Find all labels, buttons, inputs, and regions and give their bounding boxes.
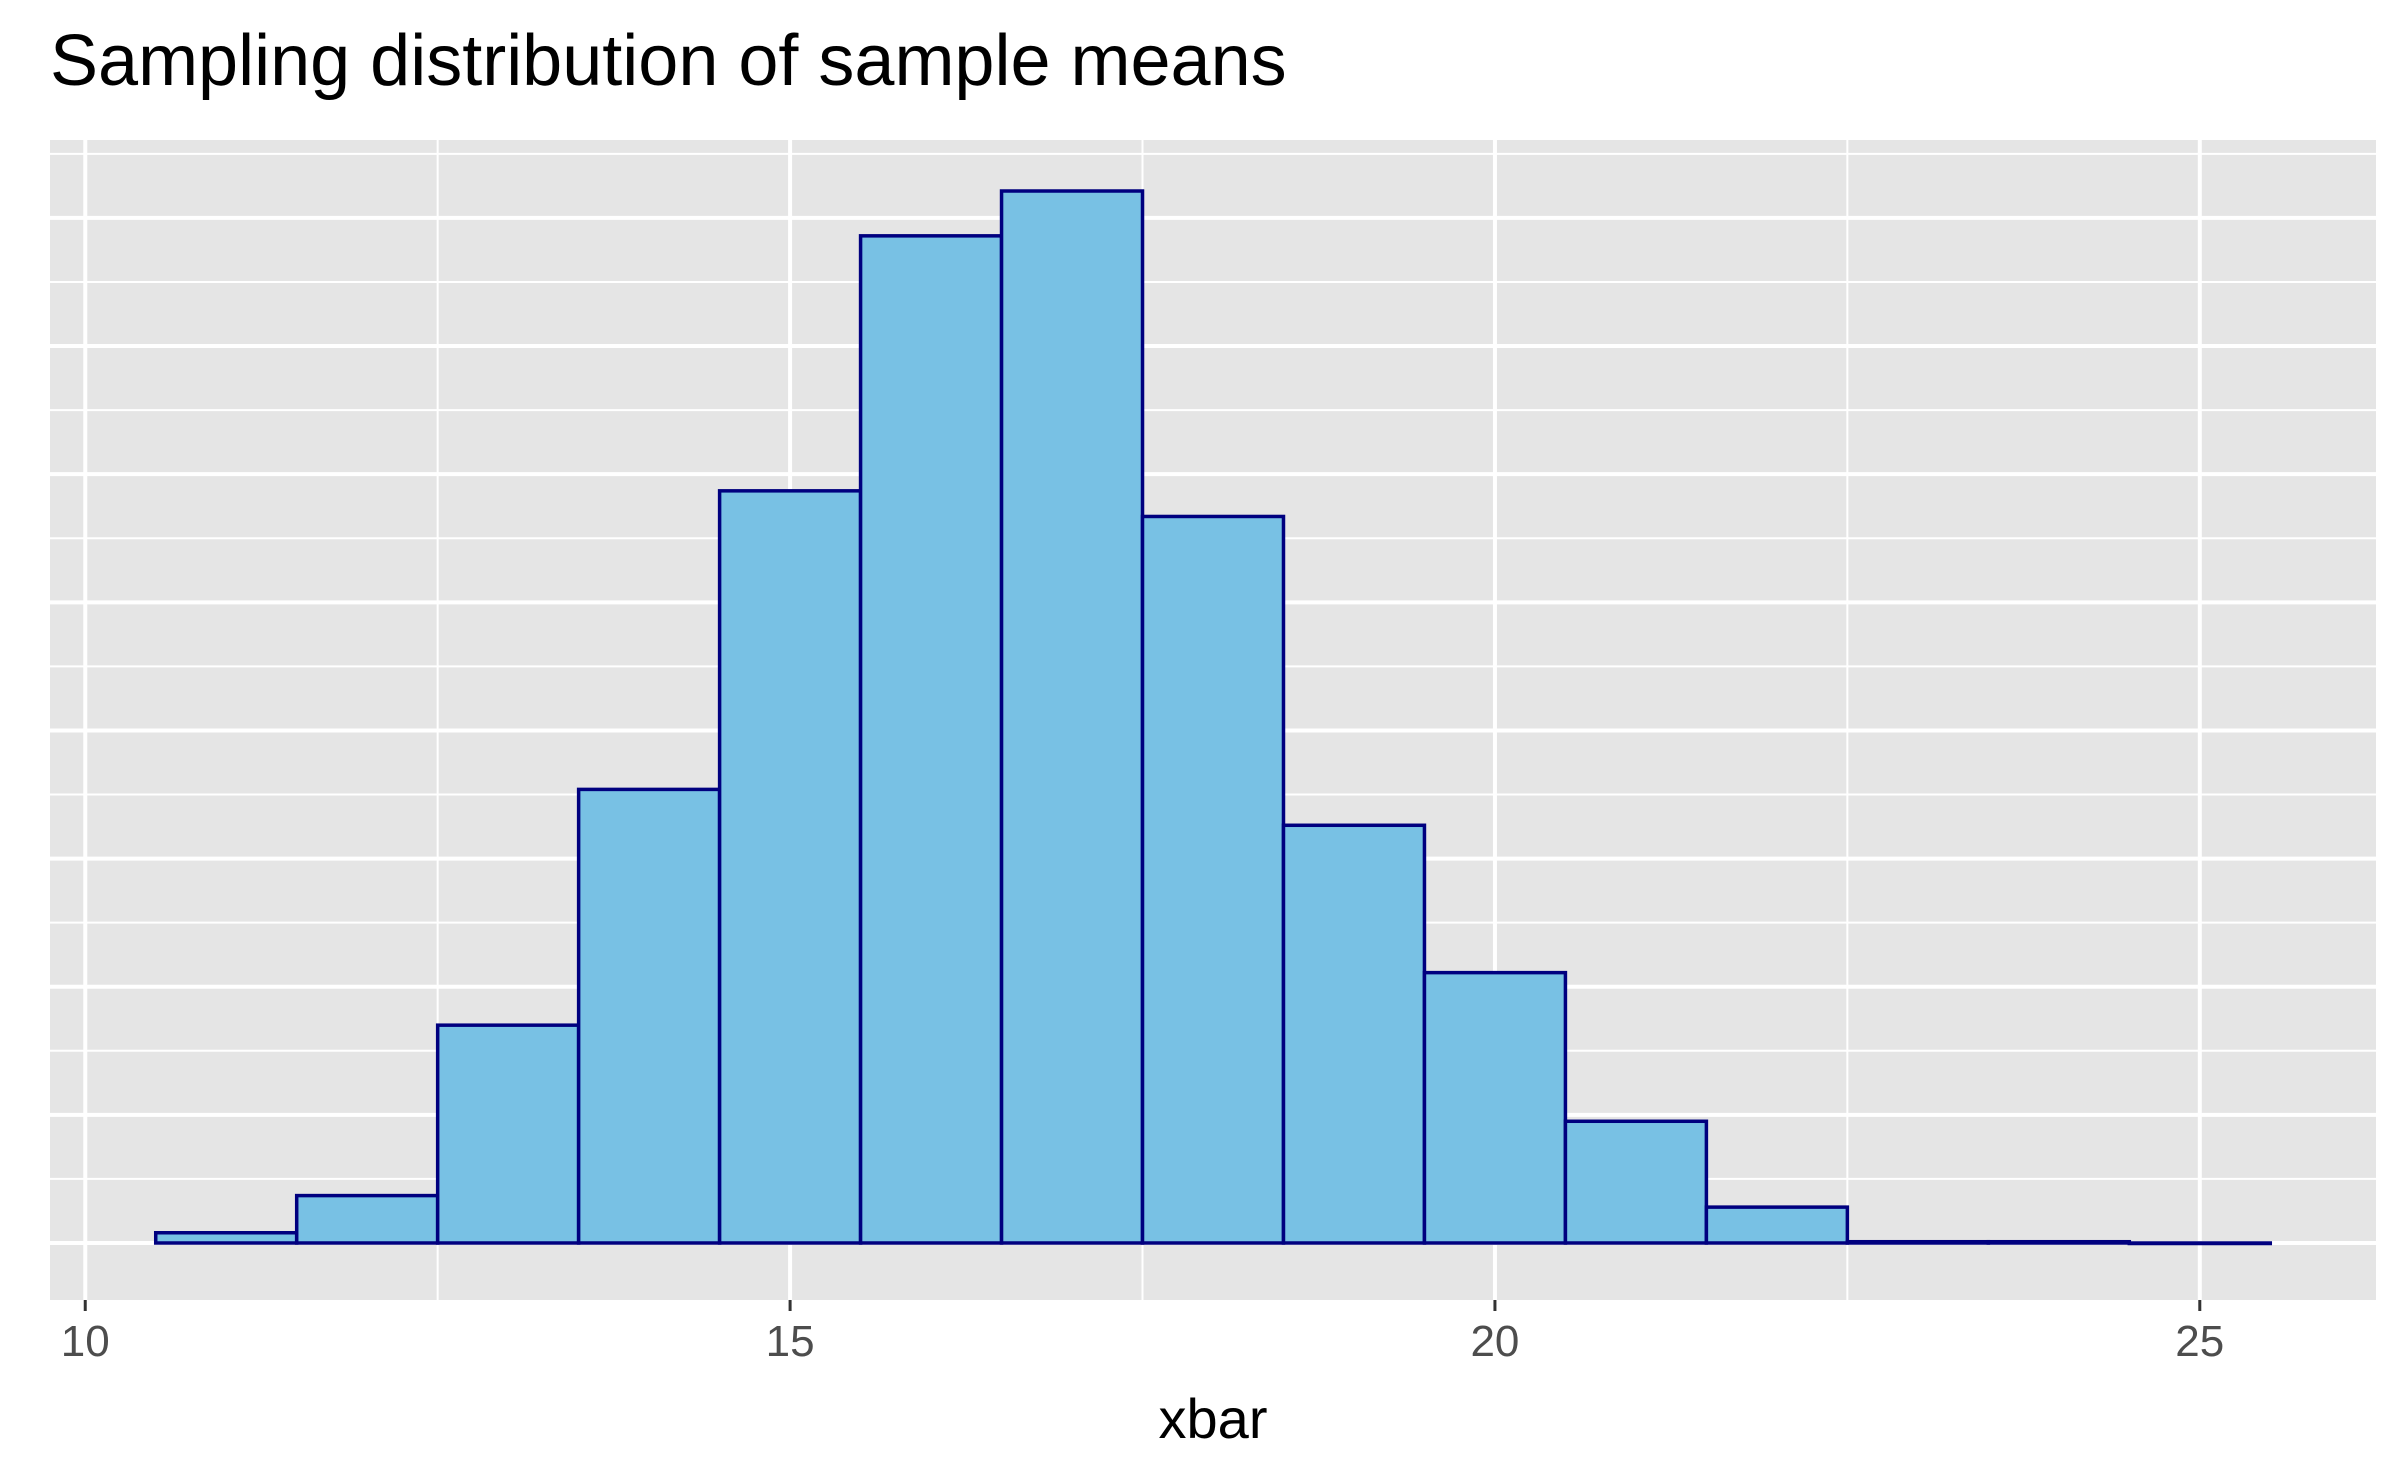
histogram-bar [1281,823,1427,1245]
chart-title: Sampling distribution of sample means [50,21,1287,101]
histogram-bar [1845,1239,1991,1245]
x-axis-tick-labels: 10 15 20 25 [61,1317,2224,1366]
histogram-bar [294,1193,440,1245]
histogram-bar [153,1230,299,1245]
histogram-bar [1563,1119,1709,1245]
histogram-bar [858,234,1004,1245]
x-axis-tick-label: 15 [766,1317,815,1366]
histogram-bar [435,1023,581,1245]
histogram-bar [1140,514,1286,1245]
histogram-bar [1422,970,1568,1245]
x-axis-ticks [83,1300,2202,1311]
x-axis-tick-label: 10 [61,1317,110,1366]
histogram-bars [153,189,2273,1246]
x-axis-tick-label: 25 [2175,1317,2224,1366]
histogram-bar [717,489,863,1245]
histogram-bar [576,787,722,1245]
x-axis-title: xbar [1159,1387,1268,1450]
histogram-bar [1986,1239,2132,1245]
histogram-bar [999,189,1145,1245]
x-axis-tick-label: 20 [1470,1317,1519,1366]
histogram-bar [2127,1241,2273,1246]
histogram-bar [1704,1205,1850,1245]
